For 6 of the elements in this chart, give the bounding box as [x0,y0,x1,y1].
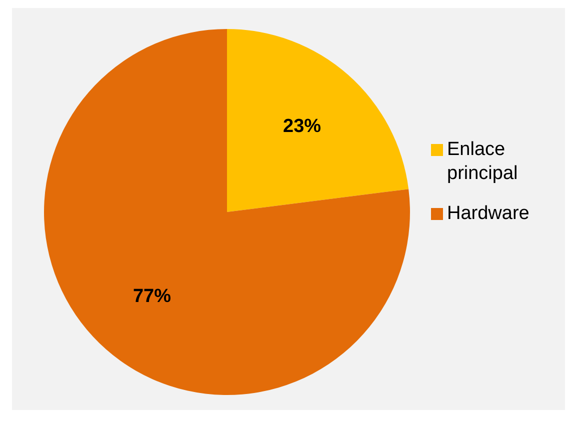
legend-label: Enlace principal [447,139,518,184]
pie-slice [227,29,409,212]
legend-label: Hardware [447,203,530,224]
data-label: 23% [283,116,322,137]
pie-slice [44,29,410,395]
data-label: 77% [132,286,172,308]
